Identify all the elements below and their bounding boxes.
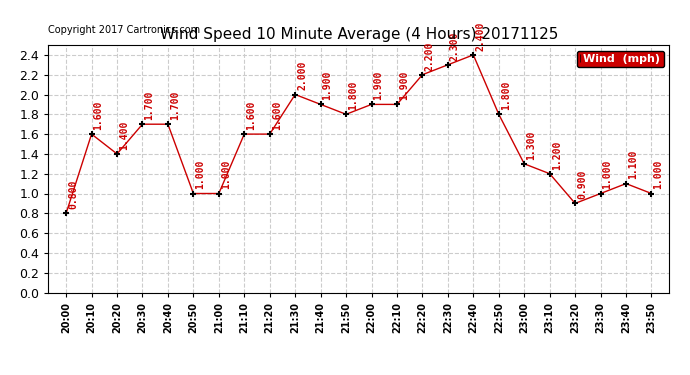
Legend: Wind  (mph): Wind (mph)	[577, 51, 664, 67]
Text: 1.700: 1.700	[144, 91, 155, 120]
Text: 1.900: 1.900	[322, 71, 333, 100]
Text: 1.700: 1.700	[170, 91, 180, 120]
Text: 1.800: 1.800	[348, 81, 358, 110]
Text: 1.900: 1.900	[399, 71, 409, 100]
Text: 1.000: 1.000	[195, 160, 206, 189]
Text: 1.000: 1.000	[602, 160, 613, 189]
Text: 2.000: 2.000	[297, 61, 307, 90]
Text: 1.300: 1.300	[526, 130, 536, 160]
Text: 1.000: 1.000	[221, 160, 230, 189]
Title: Wind Speed 10 Minute Average (4 Hours) 20171125: Wind Speed 10 Minute Average (4 Hours) 2…	[159, 27, 558, 42]
Text: Copyright 2017 Cartronics.com: Copyright 2017 Cartronics.com	[48, 25, 200, 35]
Text: 1.600: 1.600	[246, 100, 256, 130]
Text: 1.200: 1.200	[551, 140, 562, 170]
Text: 1.000: 1.000	[653, 160, 663, 189]
Text: 0.800: 0.800	[68, 180, 78, 209]
Text: 1.400: 1.400	[119, 120, 129, 150]
Text: 1.800: 1.800	[501, 81, 511, 110]
Text: 1.100: 1.100	[628, 150, 638, 179]
Text: 1.600: 1.600	[94, 100, 104, 130]
Text: 2.200: 2.200	[424, 41, 435, 70]
Text: 0.900: 0.900	[577, 170, 587, 199]
Text: 2.300: 2.300	[450, 31, 460, 61]
Text: 1.600: 1.600	[272, 100, 282, 130]
Text: 1.900: 1.900	[373, 71, 384, 100]
Text: 2.400: 2.400	[475, 21, 485, 51]
